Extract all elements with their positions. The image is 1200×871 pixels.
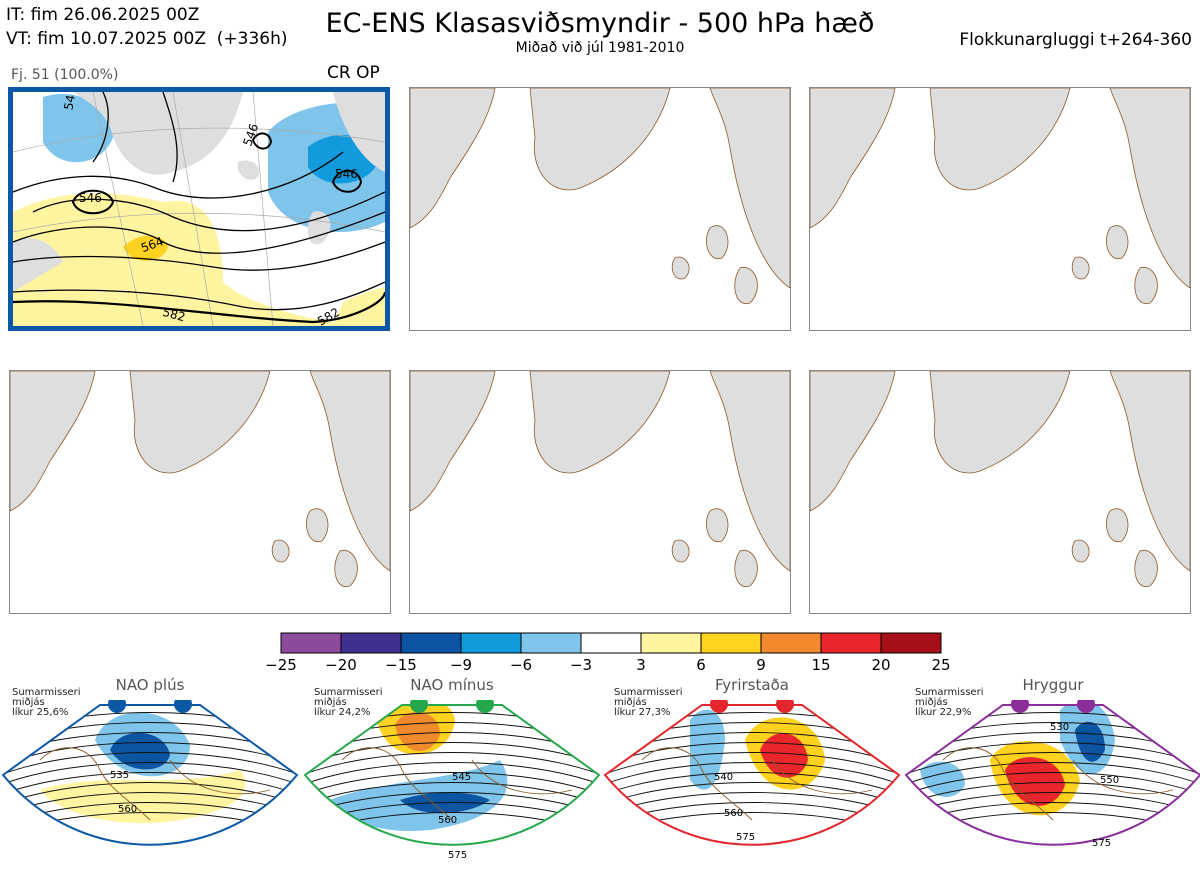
regime-contour-label: 535: [110, 770, 129, 781]
regime-title: Hryggur: [1022, 676, 1084, 694]
regime-contour-label: 575: [736, 832, 755, 843]
regime-marker-dot: [410, 700, 428, 713]
regime-season-text: Sumarmisseri miðjás líkur 24,2%: [314, 687, 383, 718]
cluster-panel-1[interactable]: 546 546 546 564 582 582 54: [8, 87, 390, 331]
contour-label: 546: [335, 167, 358, 181]
regime-marker-dot: [476, 700, 494, 713]
colorbar-segment: [520, 632, 582, 654]
colorbar-segment: [820, 632, 882, 654]
regime-contour-label: 560: [438, 815, 457, 826]
colorbar-segment: [460, 632, 522, 654]
regime-contour-label: 560: [118, 804, 137, 815]
regime-season-text: Sumarmisseri miðjás líkur 27,3%: [614, 687, 683, 718]
regime-title: NAO mínus: [410, 676, 494, 694]
cluster-panel-3[interactable]: [809, 87, 1191, 331]
regime-season-text: Sumarmisseri miðjás líkur 22,9%: [915, 687, 984, 718]
colorbar: [280, 632, 942, 654]
contour-label: 582: [161, 305, 187, 324]
regime-season-text: Sumarmisseri miðjás líkur 25,6%: [12, 687, 81, 718]
colorbar-tick-label: 9: [756, 656, 766, 674]
classification-window: Flokkunargluggi t+264-360: [959, 30, 1192, 50]
colorbar-tick-label: 15: [811, 656, 831, 674]
regime-marker-dot: [108, 700, 126, 713]
regime-contour-label: 530: [1050, 722, 1069, 733]
colorbar-tick-label: −25: [265, 656, 297, 674]
regime-marker-dot: [776, 700, 794, 713]
init-time: IT: fim 26.06.2025 00Z: [6, 5, 200, 25]
colorbar-tick-label: −9: [449, 656, 473, 674]
regime-marker-dot: [710, 700, 728, 713]
colorbar-segment: [340, 632, 402, 654]
colorbar-segment: [400, 632, 462, 654]
colorbar-segment: [880, 632, 942, 654]
cluster-tag: CR OP: [327, 63, 380, 83]
regime-marker-dot: [174, 700, 192, 713]
regime-map-2: 545 560 575: [303, 700, 601, 861]
chart-subtitle: Miðað við júl 1981-2010: [515, 40, 685, 56]
cluster-label: Fj. 51 (100.0%): [11, 67, 119, 83]
regime-contour-label: 545: [452, 772, 471, 783]
cluster-panel-6[interactable]: [809, 370, 1191, 614]
regime-map-4: 530 550 575: [904, 700, 1200, 849]
contour-label: 546: [240, 122, 261, 148]
colorbar-tick-label: 25: [931, 656, 951, 674]
regime-marker-dot: [1077, 700, 1095, 713]
valid-time: VT: fim 10.07.2025 00Z (+336h): [6, 29, 288, 49]
colorbar-tick-label: −6: [509, 656, 533, 674]
regime-contour-label: 540: [714, 772, 733, 783]
regime-contour-label: 575: [448, 850, 467, 861]
cluster-map-4: [10, 371, 390, 587]
regime-map-3: 540 560 575: [603, 700, 901, 846]
regime-title: NAO plús: [115, 676, 185, 694]
regime-contour-label: 575: [1092, 838, 1111, 849]
cluster-map-6: [810, 371, 1190, 587]
regime-contour-label: 560: [724, 808, 743, 819]
colorbar-segment: [760, 632, 822, 654]
cluster-panel-4[interactable]: [9, 370, 391, 614]
cluster-panel-5[interactable]: [409, 370, 791, 614]
colorbar-tick-label: 20: [871, 656, 891, 674]
regime-marker-dot: [1011, 700, 1029, 713]
colorbar-tick-label: −15: [385, 656, 417, 674]
colorbar-segment: [580, 632, 642, 654]
contour-label: 54: [61, 94, 77, 111]
cluster-map-2: [410, 88, 790, 304]
colorbar-segment: [640, 632, 702, 654]
colorbar-segment: [280, 632, 342, 654]
chart-title: EC-ENS Klasasviðsmyndir - 500 hPa hæð: [325, 8, 875, 39]
cluster-map-1: 546 546 546 564 582 582 54: [13, 92, 385, 326]
cluster-panel-2[interactable]: [409, 87, 791, 331]
colorbar-tick-label: −20: [325, 656, 357, 674]
contour-label: 546: [79, 191, 102, 205]
cluster-map-5: [410, 371, 790, 587]
colorbar-segment: [700, 632, 762, 654]
regime-map-1: 535 560: [1, 700, 299, 846]
regime-contour-label: 550: [1100, 775, 1119, 786]
regime-title: Fyrirstaða: [715, 676, 789, 694]
colorbar-tick-label: 6: [696, 656, 706, 674]
colorbar-tick-label: 3: [636, 656, 646, 674]
colorbar-tick-label: −3: [569, 656, 593, 674]
cluster-map-3: [810, 88, 1190, 304]
